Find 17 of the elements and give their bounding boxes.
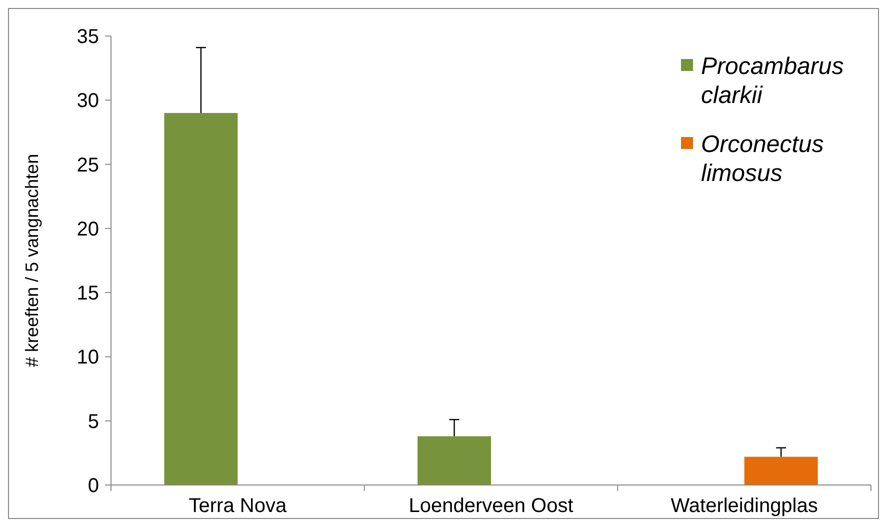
x-tick-label: Loenderveen Oost [408, 495, 574, 517]
legend-label: Orconectus limosus [701, 131, 824, 187]
legend-label: Procambarus clarkii [701, 53, 844, 109]
y-tick-label: 0 [88, 475, 99, 497]
y-tick-label: 25 [76, 154, 99, 176]
y-tick-label: 30 [76, 90, 99, 112]
bar [164, 112, 238, 485]
y-tick-label: 35 [76, 26, 99, 48]
y-tick-label: 10 [76, 346, 99, 369]
y-tick-label: 5 [88, 410, 99, 433]
bar [418, 436, 491, 485]
y-axis-title: # kreeften / 5 vangnachten [22, 154, 42, 368]
y-tick-label: 15 [76, 282, 99, 305]
x-tick-label: Terra Nova [188, 495, 288, 517]
x-tick-label: Waterleidingplas [670, 495, 818, 517]
bar [744, 456, 818, 485]
y-tick-label: 20 [76, 218, 99, 240]
